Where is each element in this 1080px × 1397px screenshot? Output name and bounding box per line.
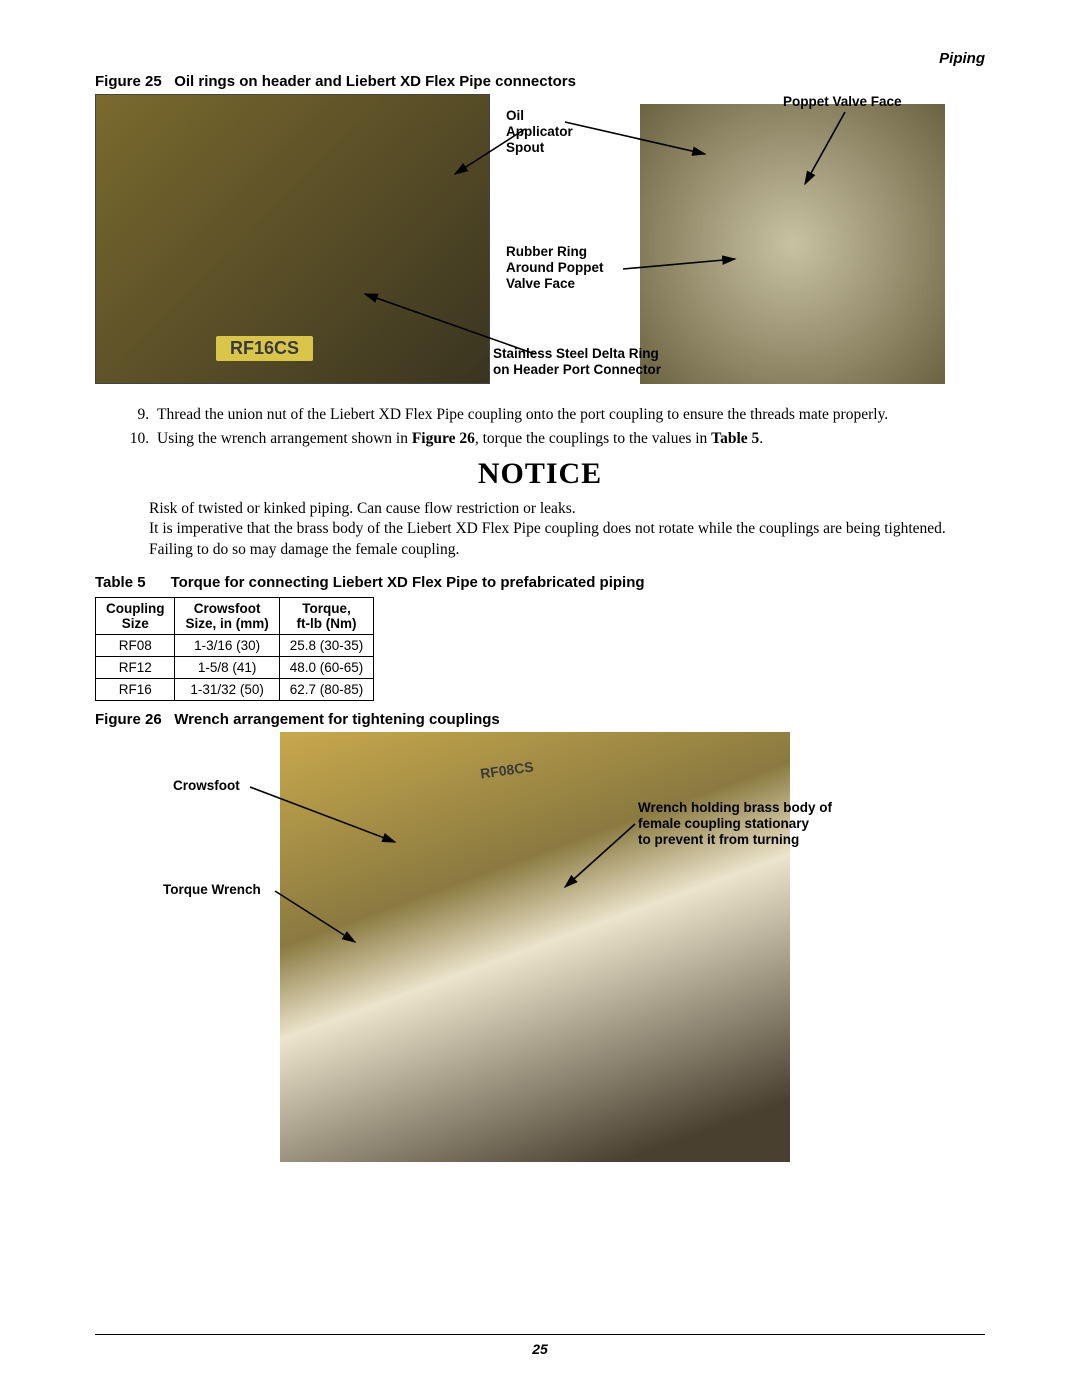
annot-torque-wrench: Torque Wrench <box>163 882 261 898</box>
step-10-mid: , torque the couplings to the values in <box>475 430 711 447</box>
page-number: 25 <box>95 1341 985 1357</box>
table5-caption-text: Torque for connecting Liebert XD Flex Pi… <box>171 574 645 591</box>
notice-body: Risk of twisted or kinked piping. Can ca… <box>149 499 985 559</box>
step-list: Thread the union nut of the Liebert XD F… <box>95 405 985 449</box>
figure25-caption-text: Oil rings on header and Liebert XD Flex … <box>174 73 576 90</box>
figure26-area: RF08CS Crowsfoot Torque Wrench Wrench ho… <box>95 732 985 1172</box>
step-10: Using the wrench arrangement shown in Fi… <box>153 429 985 449</box>
figure26-caption: Figure 26 Wrench arrangement for tighten… <box>95 711 985 728</box>
table5-caption: Table 5 Torque for connecting Liebert XD… <box>95 574 985 591</box>
table5-col0: Coupling Size <box>96 597 175 634</box>
step-10-tblref: Table 5 <box>711 430 759 447</box>
table5: Coupling Size Crowsfoot Size, in (mm) To… <box>95 597 374 701</box>
annot-holding-wrench: Wrench holding brass body of female coup… <box>638 800 832 849</box>
table-row: RF12 1-5/8 (41) 48.0 (60-65) <box>96 656 374 678</box>
figure25-caption: Figure 25 Oil rings on header and Lieber… <box>95 73 985 90</box>
annot-delta-ring: Stainless Steel Delta Ring on Header Por… <box>493 346 661 378</box>
figure25-area: RF16CS Oil Applicator Spout Poppet Valve… <box>95 94 985 399</box>
table5-col1: Crowsfoot Size, in (mm) <box>175 597 279 634</box>
figure25-caption-prefix: Figure 25 <box>95 73 162 90</box>
figure26-photo: RF08CS <box>280 732 790 1162</box>
figure25-left-tag: RF16CS <box>216 336 313 361</box>
footer-rule <box>95 1334 985 1335</box>
step-10-figref: Figure 26 <box>412 430 475 447</box>
figure26-photo-tag: RF08CS <box>479 758 534 781</box>
step-10-pre: Using the wrench arrangement shown in <box>157 430 412 447</box>
notice-line1: Risk of twisted or kinked piping. Can ca… <box>149 499 985 519</box>
annot-oil-applicator: Oil Applicator Spout <box>506 108 573 157</box>
table-row: RF08 1-3/16 (30) 25.8 (30-35) <box>96 634 374 656</box>
annot-poppet-face: Poppet Valve Face <box>783 94 902 110</box>
table5-col2: Torque, ft-lb (Nm) <box>279 597 374 634</box>
annot-crowsfoot: Crowsfoot <box>173 778 240 794</box>
table-row: RF16 1-31/32 (50) 62.7 (80-85) <box>96 678 374 700</box>
figure25-left-photo: RF16CS <box>95 94 490 384</box>
notice-title: NOTICE <box>95 457 985 491</box>
figure25-right-photo <box>640 104 945 384</box>
figure26-caption-prefix: Figure 26 <box>95 711 162 728</box>
annot-rubber-ring: Rubber Ring Around Poppet Valve Face <box>506 244 604 293</box>
notice-line2: It is imperative that the brass body of … <box>149 519 985 559</box>
section-header: Piping <box>95 50 985 67</box>
step-9: Thread the union nut of the Liebert XD F… <box>153 405 985 425</box>
table5-caption-prefix: Table 5 <box>95 574 146 591</box>
figure26-caption-text: Wrench arrangement for tightening coupli… <box>174 711 500 728</box>
